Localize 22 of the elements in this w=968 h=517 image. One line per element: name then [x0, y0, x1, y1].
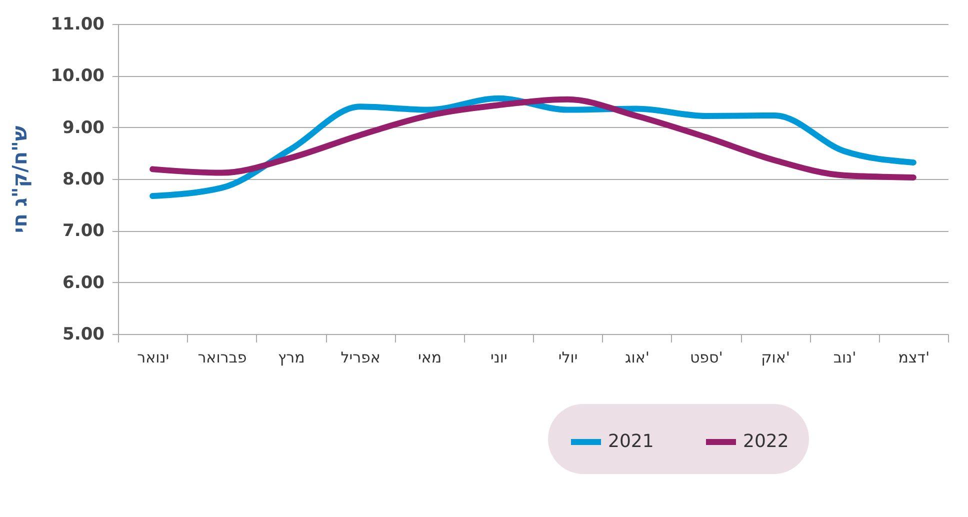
x-tick-label: מאי: [418, 348, 442, 366]
y-tick-label: 9.00: [62, 118, 105, 138]
x-tick-label: ספט': [690, 348, 723, 366]
x-tick-label: דצמ': [898, 348, 930, 366]
x-tick-label: יוני: [490, 348, 508, 366]
x-tick-label: מרץ: [278, 348, 305, 366]
x-tick-label: פברואר: [198, 348, 247, 366]
y-tick-label: 7.00: [62, 221, 105, 242]
y-tick-label: 10.00: [50, 66, 105, 86]
legend-label: 2021: [608, 431, 654, 452]
y-tick-label: 8.00: [62, 170, 105, 190]
y-tick-label: 5.00: [62, 324, 105, 344]
x-tick-label: אוג': [625, 348, 650, 366]
x-tick-label: אוק': [761, 348, 790, 366]
x-tick-label: ינואר: [137, 348, 170, 366]
legend-label: 2022: [743, 431, 789, 452]
x-tick-label: נוב': [833, 348, 856, 366]
x-tick-label: אפריל: [340, 348, 380, 366]
y-axis-title: ש"ח/ק"ג חי: [8, 126, 32, 234]
y-tick-label: 6.00: [62, 272, 105, 293]
y-tick-label: 11.00: [50, 14, 105, 34]
x-tick-label: יולי: [558, 348, 578, 366]
